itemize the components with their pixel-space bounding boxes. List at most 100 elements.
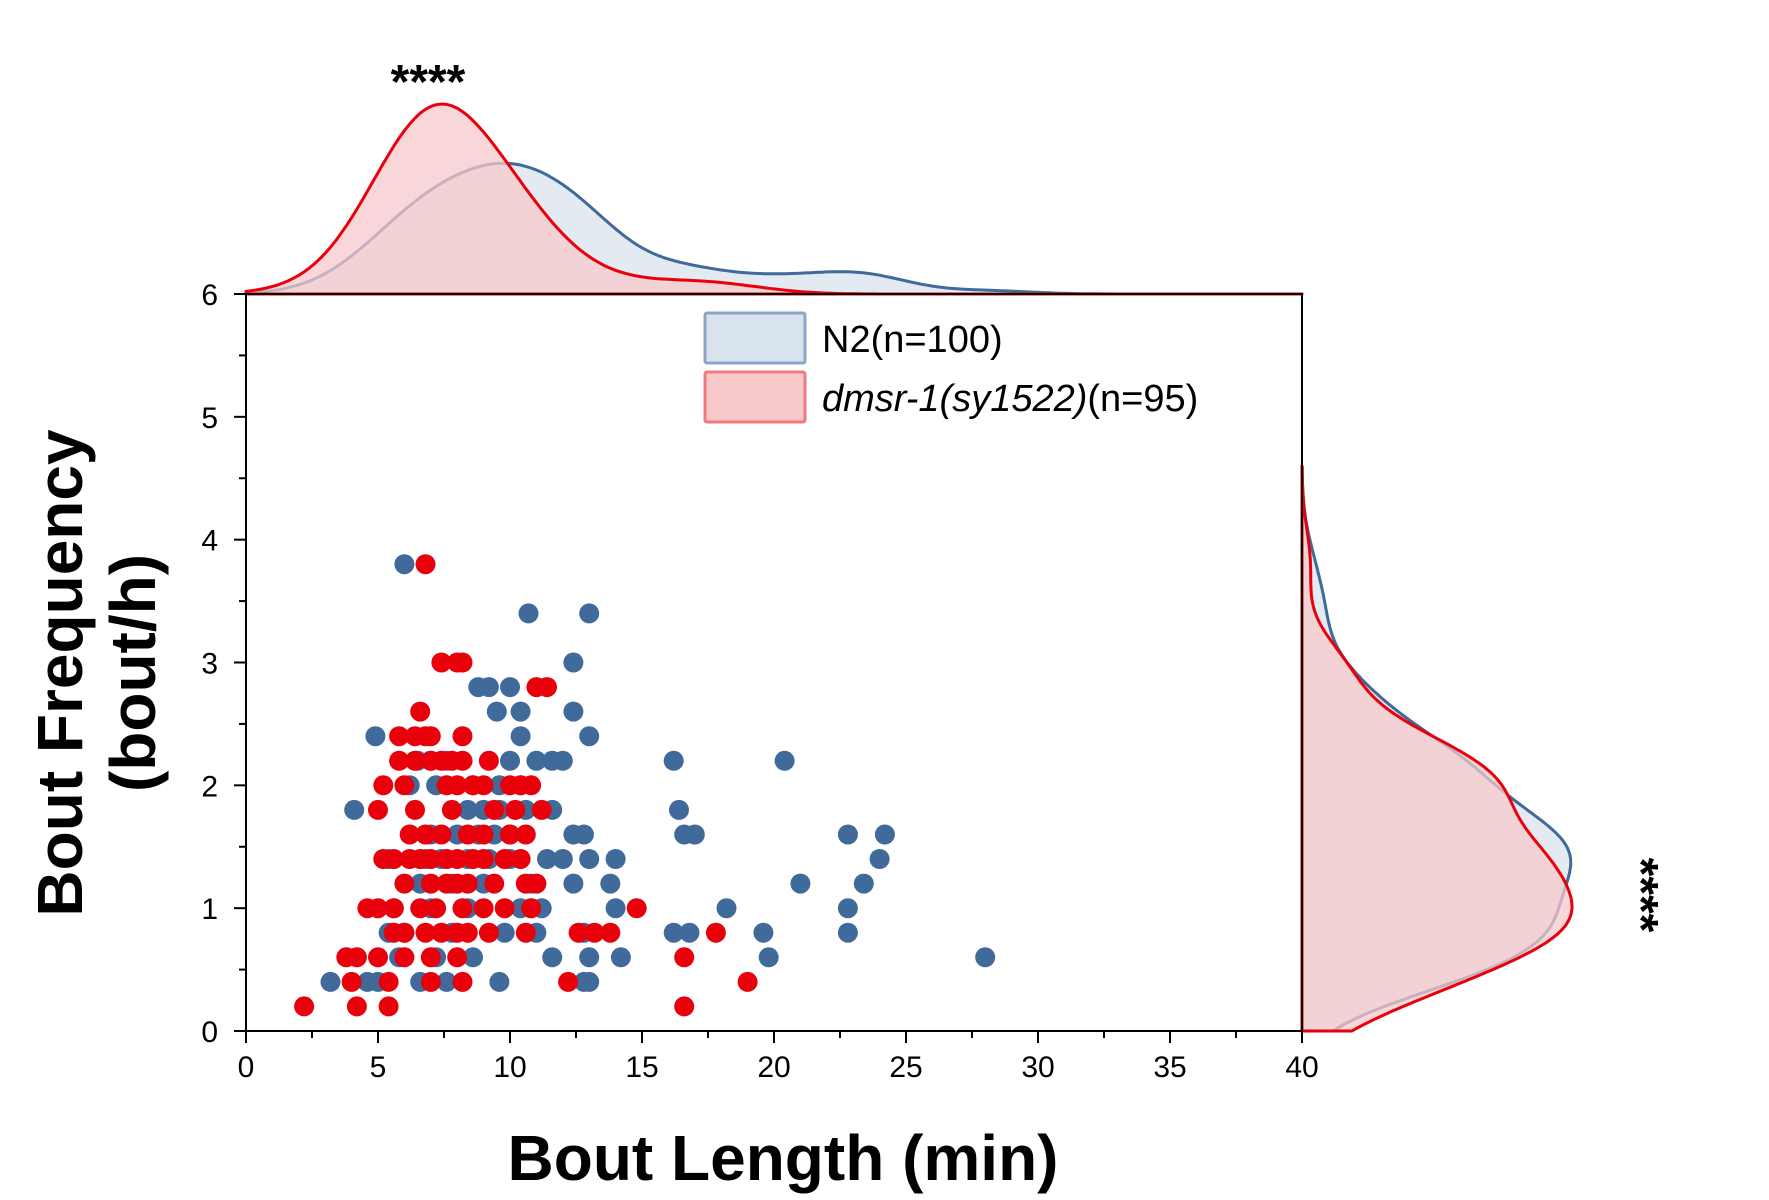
point-n2 (579, 726, 600, 747)
point-n2 (579, 603, 600, 624)
point-dmsr (368, 947, 388, 968)
x-tick-label-30: 30 (1021, 1051, 1054, 1084)
point-n2 (518, 603, 539, 624)
point-n2 (365, 726, 386, 747)
point-dmsr (441, 799, 462, 820)
point-dmsr (478, 922, 499, 943)
point-dmsr (383, 849, 404, 869)
x-tick-label-5: 5 (370, 1051, 387, 1084)
y-axis-title-line-1: Bout Frequency (24, 429, 96, 917)
point-n2 (510, 726, 531, 747)
point-dmsr (521, 775, 542, 796)
point-dmsr (420, 971, 441, 992)
point-n2 (600, 873, 621, 894)
legend-label-n2: N2(n=100) (822, 319, 1003, 361)
point-dmsr (452, 750, 473, 771)
y-tick-label-4: 4 (201, 525, 218, 558)
point-dmsr (410, 898, 431, 919)
x-axis-title: Bout Length (min) (508, 1122, 1059, 1194)
point-dmsr (431, 922, 452, 943)
point-dmsr (484, 799, 505, 820)
point-dmsr (478, 750, 499, 771)
scatter-points (294, 554, 996, 1017)
point-dmsr (515, 922, 536, 943)
point-dmsr (420, 726, 441, 747)
y-tick-label-3: 3 (201, 648, 218, 681)
point-n2 (874, 824, 895, 845)
point-dmsr (674, 996, 695, 1017)
point-dmsr (674, 947, 695, 968)
y-tick-label-0: 0 (201, 1016, 218, 1049)
point-dmsr (531, 799, 552, 820)
point-n2 (758, 947, 779, 968)
x-axis: 0 5 10 15 20 25 30 35 40 (238, 1031, 1319, 1084)
point-n2 (552, 849, 573, 869)
point-dmsr (626, 898, 647, 919)
x-tick-label-10: 10 (493, 1051, 526, 1084)
point-dmsr (484, 873, 505, 894)
point-dmsr (378, 971, 399, 992)
point-n2 (975, 947, 996, 968)
legend-label-dmsr: dmsr-1(sy1522)(n=95) (822, 378, 1198, 420)
point-dmsr (389, 750, 410, 771)
point-dmsr (394, 947, 415, 968)
y-axis: 0 1 2 3 4 5 6 (201, 279, 246, 1049)
point-dmsr (521, 898, 542, 919)
top-marginal-density (244, 102, 1304, 296)
point-n2 (579, 971, 600, 992)
point-dmsr (447, 775, 468, 796)
point-dmsr (452, 726, 473, 747)
point-n2 (510, 701, 531, 722)
point-dmsr (510, 849, 531, 869)
y-tick-label-1: 1 (201, 893, 218, 926)
y-tick-label-2: 2 (201, 770, 218, 803)
legend: N2(n=100) dmsr-1(sy1522)(n=95) (703, 311, 1198, 424)
right-density-dmsr (1300, 464, 1574, 1033)
point-n2 (494, 922, 515, 943)
point-n2 (537, 849, 557, 869)
point-dmsr (452, 971, 473, 992)
point-n2 (605, 849, 626, 869)
point-dmsr (389, 726, 410, 747)
point-dmsr (526, 873, 547, 894)
point-dmsr (431, 652, 452, 673)
x-tick-label-35: 35 (1153, 1051, 1186, 1084)
point-n2 (684, 824, 705, 845)
point-n2 (837, 824, 858, 845)
point-n2 (679, 922, 700, 943)
point-n2 (320, 971, 341, 992)
point-dmsr (368, 799, 388, 820)
x-tick-label-40: 40 (1285, 1051, 1318, 1084)
legend-label-n2-suffix: (n=100) (871, 319, 1003, 361)
point-dmsr (373, 775, 394, 796)
point-n2 (869, 849, 890, 869)
point-n2 (605, 898, 626, 919)
point-dmsr (473, 824, 494, 845)
point-dmsr (457, 824, 478, 845)
point-dmsr (394, 775, 415, 796)
point-n2 (579, 947, 600, 968)
point-dmsr (405, 799, 425, 820)
point-dmsr (346, 947, 367, 968)
point-dmsr (457, 873, 478, 894)
point-n2 (790, 873, 811, 894)
point-n2 (478, 677, 499, 698)
point-dmsr (415, 922, 436, 943)
point-dmsr (341, 971, 362, 992)
point-dmsr (405, 750, 425, 771)
point-n2 (563, 652, 584, 673)
point-dmsr (473, 849, 494, 869)
legend-label-dmsr-suffix: (n=95) (1087, 378, 1198, 420)
point-dmsr (447, 947, 468, 968)
point-dmsr (415, 824, 436, 845)
point-n2 (526, 750, 547, 771)
point-dmsr (394, 922, 415, 943)
point-dmsr (399, 824, 420, 845)
point-dmsr (447, 849, 468, 869)
point-dmsr (473, 898, 494, 919)
point-n2 (436, 971, 457, 992)
point-n2 (837, 898, 858, 919)
x-tick-label-15: 15 (625, 1051, 658, 1084)
point-dmsr (457, 922, 478, 943)
top-density-dmsr (244, 102, 1304, 296)
